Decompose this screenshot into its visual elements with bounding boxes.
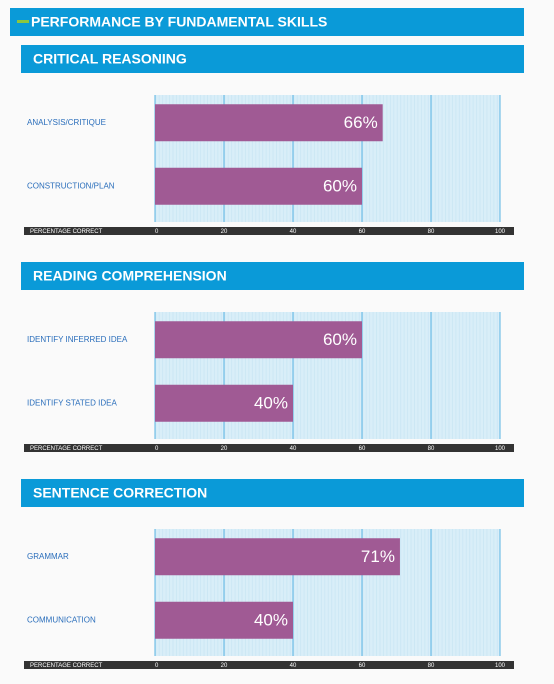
bar <box>155 384 293 422</box>
value-label: 60% <box>323 330 357 349</box>
x-tick-label: 80 <box>428 229 435 235</box>
section-title: SENTENCE CORRECTION <box>33 485 207 501</box>
x-axis-label: PERCENTAGE CORRECT <box>30 663 103 669</box>
header-accent <box>17 20 29 23</box>
x-tick-label: 100 <box>495 229 506 235</box>
x-tick-label: 40 <box>290 663 297 669</box>
x-tick-label: 100 <box>495 663 506 669</box>
category-label: COMMUNICATION <box>27 615 96 624</box>
x-tick-label: 40 <box>290 229 297 235</box>
x-tick-label: 0 <box>155 446 159 452</box>
x-tick-label: 60 <box>359 446 366 452</box>
x-tick-label: 80 <box>428 446 435 452</box>
x-tick-label: 0 <box>155 663 159 669</box>
section-header <box>21 45 524 73</box>
value-label: 60% <box>323 177 357 196</box>
category-label: CONSTRUCTION/PLAN <box>27 181 115 190</box>
value-label: 71% <box>361 547 395 566</box>
value-label: 40% <box>254 394 288 413</box>
section-header <box>21 262 524 290</box>
header-bar <box>10 8 524 36</box>
category-label: IDENTIFY STATED IDEA <box>27 398 117 407</box>
category-label: IDENTIFY INFERRED IDEA <box>27 335 128 344</box>
bar <box>155 321 362 359</box>
x-tick-label: 20 <box>221 229 228 235</box>
x-tick-label: 20 <box>221 446 228 452</box>
x-tick-label: 0 <box>155 229 159 235</box>
axis-band <box>24 227 514 235</box>
category-label: ANALYSIS/CRITIQUE <box>27 118 106 127</box>
section-header <box>21 479 524 507</box>
header-title: PERFORMANCE BY FUNDAMENTAL SKILLS <box>31 14 327 30</box>
x-tick-label: 100 <box>495 446 506 452</box>
bar <box>155 167 362 205</box>
x-axis-label: PERCENTAGE CORRECT <box>30 229 103 235</box>
bar <box>155 104 383 142</box>
section-title: CRITICAL REASONING <box>33 51 187 67</box>
x-tick-label: 60 <box>359 663 366 669</box>
value-label: 40% <box>254 611 288 630</box>
bar <box>155 538 400 576</box>
axis-band <box>24 444 514 452</box>
axis-band <box>24 661 514 669</box>
x-tick-label: 40 <box>290 446 297 452</box>
x-tick-label: 80 <box>428 663 435 669</box>
bar <box>155 601 293 639</box>
x-axis-label: PERCENTAGE CORRECT <box>30 446 103 452</box>
x-tick-label: 60 <box>359 229 366 235</box>
value-label: 66% <box>344 113 378 132</box>
x-tick-label: 20 <box>221 663 228 669</box>
section-title: READING COMPREHENSION <box>33 268 227 284</box>
category-label: GRAMMAR <box>27 552 69 561</box>
